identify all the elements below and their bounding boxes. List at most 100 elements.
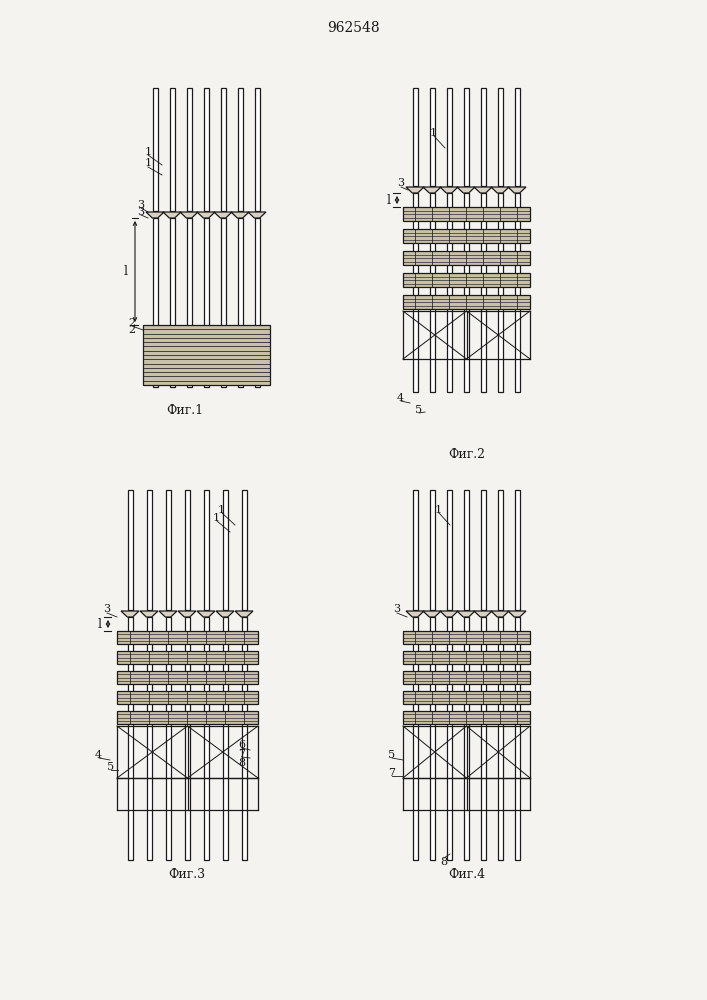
Bar	[429, 88, 435, 186]
Text: 2: 2	[128, 318, 135, 328]
Bar	[255, 218, 259, 387]
Bar	[412, 88, 418, 186]
Text: 1: 1	[213, 513, 220, 523]
Bar	[146, 490, 151, 610]
Text: l: l	[98, 617, 102, 631]
Bar	[204, 88, 209, 211]
Polygon shape	[423, 187, 441, 193]
Bar	[464, 490, 469, 610]
Bar	[403, 651, 530, 664]
Bar	[498, 88, 503, 186]
Polygon shape	[163, 212, 181, 218]
Text: 8: 8	[440, 857, 447, 867]
Text: Фиг.4: Фиг.4	[448, 868, 486, 882]
Bar	[403, 671, 530, 684]
Text: 962548: 962548	[327, 21, 380, 35]
Bar	[429, 193, 435, 392]
Bar	[204, 218, 209, 387]
Bar	[429, 490, 435, 610]
Polygon shape	[406, 611, 424, 617]
Polygon shape	[197, 611, 215, 617]
Text: l: l	[387, 194, 391, 207]
Polygon shape	[146, 212, 164, 218]
Bar	[447, 490, 452, 610]
Bar	[153, 218, 158, 387]
Bar	[447, 617, 452, 860]
Bar	[146, 617, 151, 860]
Bar	[187, 88, 192, 211]
Bar	[221, 88, 226, 211]
Bar	[204, 617, 209, 860]
Bar	[515, 617, 520, 860]
Bar	[223, 617, 228, 860]
Bar	[498, 490, 503, 610]
Bar	[238, 88, 243, 211]
Bar	[412, 193, 418, 392]
Text: 3: 3	[397, 178, 404, 188]
Bar	[255, 88, 259, 211]
Text: 2: 2	[128, 325, 135, 335]
Bar	[117, 711, 258, 724]
Text: 1: 1	[218, 505, 225, 515]
Polygon shape	[491, 187, 509, 193]
Text: 1: 1	[435, 505, 442, 515]
Bar	[412, 490, 418, 610]
Bar	[165, 490, 170, 610]
Polygon shape	[457, 187, 475, 193]
Text: 4: 4	[397, 393, 404, 403]
Bar	[464, 617, 469, 860]
Bar	[515, 88, 520, 186]
Text: Фиг.1: Фиг.1	[166, 403, 204, 416]
Polygon shape	[508, 611, 526, 617]
Text: 4: 4	[95, 750, 102, 760]
Bar	[223, 490, 228, 610]
Text: 5: 5	[415, 405, 422, 415]
Polygon shape	[197, 212, 215, 218]
Text: 7: 7	[238, 749, 245, 759]
Text: 5: 5	[107, 762, 114, 772]
Text: 1: 1	[145, 147, 152, 157]
Bar	[515, 490, 520, 610]
Polygon shape	[474, 611, 492, 617]
Bar	[143, 325, 270, 385]
Bar	[117, 651, 258, 664]
Bar	[403, 229, 530, 243]
Bar	[498, 617, 503, 860]
Bar	[481, 490, 486, 610]
Bar	[117, 631, 258, 644]
Polygon shape	[180, 212, 198, 218]
Text: l: l	[124, 265, 128, 278]
Bar	[429, 617, 435, 860]
Text: 3: 3	[137, 207, 144, 217]
Polygon shape	[508, 187, 526, 193]
Polygon shape	[121, 611, 139, 617]
Polygon shape	[406, 187, 424, 193]
Text: 5: 5	[388, 750, 395, 760]
Bar	[127, 617, 132, 860]
Bar	[403, 295, 530, 309]
Bar	[242, 490, 247, 610]
Bar	[481, 617, 486, 860]
Polygon shape	[440, 187, 458, 193]
Text: 7: 7	[388, 768, 395, 778]
Bar	[165, 617, 170, 860]
Bar	[242, 617, 247, 860]
Text: 6: 6	[238, 740, 245, 750]
Polygon shape	[214, 212, 232, 218]
Bar	[464, 193, 469, 392]
Bar	[187, 218, 192, 387]
Bar	[464, 88, 469, 186]
Bar	[403, 631, 530, 644]
Polygon shape	[457, 611, 475, 617]
Bar	[481, 193, 486, 392]
Bar	[403, 273, 530, 287]
Text: 8: 8	[238, 758, 245, 768]
Polygon shape	[474, 187, 492, 193]
Bar	[170, 88, 175, 211]
Polygon shape	[231, 212, 249, 218]
Polygon shape	[159, 611, 177, 617]
Polygon shape	[140, 611, 158, 617]
Bar	[238, 218, 243, 387]
Text: Фиг.3: Фиг.3	[168, 868, 206, 882]
Bar	[403, 691, 530, 704]
